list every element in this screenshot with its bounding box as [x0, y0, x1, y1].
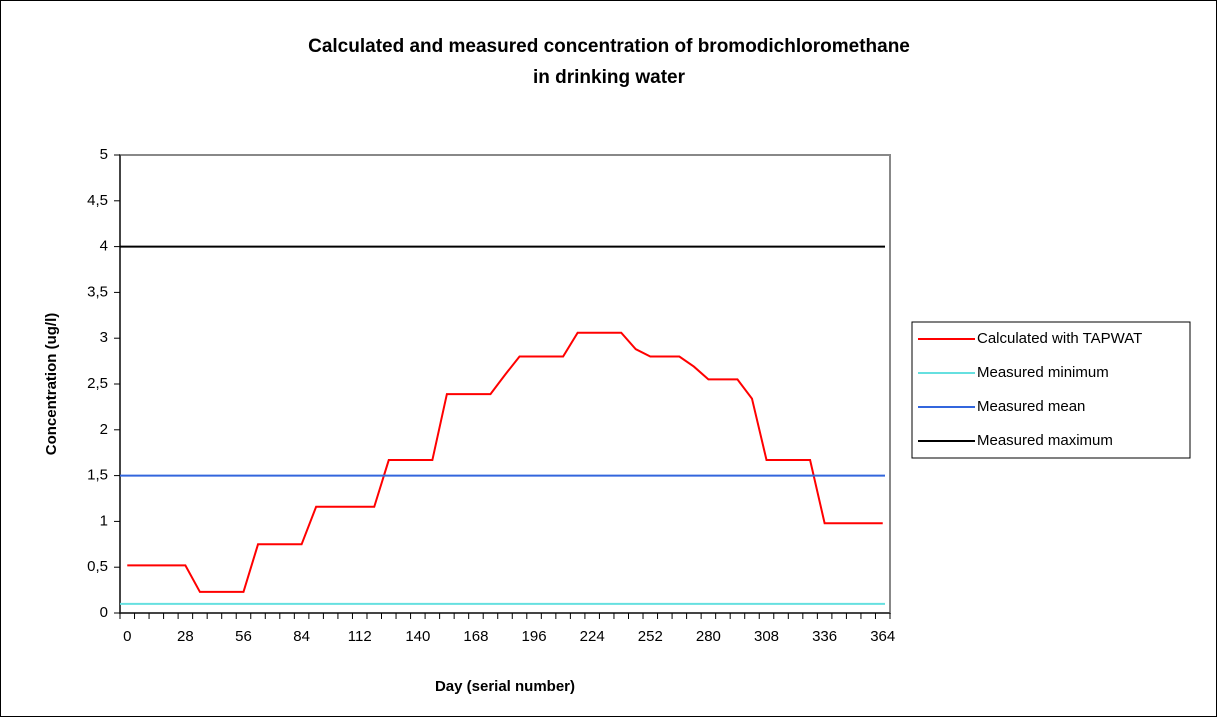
x-tick-label: 280: [696, 628, 721, 645]
y-tick-label: 5: [100, 146, 108, 163]
y-tick-label: 1: [100, 512, 108, 529]
x-tick-label: 308: [754, 628, 779, 645]
chart-title: Calculated and measured concentration of…: [308, 36, 910, 57]
legend-label: Measured maximum: [977, 432, 1113, 449]
x-tick-label: 84: [293, 628, 310, 645]
y-tick-label: 0: [100, 604, 108, 621]
y-tick-label: 3,5: [87, 283, 108, 300]
y-axis-title: Concentration (ug/l): [43, 313, 60, 456]
x-tick-label: 168: [463, 628, 488, 645]
x-tick-label: 28: [177, 628, 194, 645]
plot-area: [119, 154, 891, 614]
y-tick-label: 3: [100, 329, 108, 346]
legend-label: Measured mean: [977, 398, 1085, 415]
legend-label: Calculated with TAPWAT: [977, 330, 1142, 347]
x-tick-label: 196: [522, 628, 547, 645]
x-tick-label: 224: [580, 628, 605, 645]
x-tick-label: 252: [638, 628, 663, 645]
y-tick-label: 1,5: [87, 467, 108, 484]
series-line: [127, 331, 883, 593]
x-tick-label: 56: [235, 628, 252, 645]
y-tick-label: 4: [100, 238, 108, 255]
x-tick-label: 140: [405, 628, 430, 645]
x-tick-label: 0: [123, 628, 131, 645]
y-tick-label: 0,5: [87, 558, 108, 575]
y-tick-label: 4,5: [87, 192, 108, 209]
x-tick-label: 112: [348, 628, 372, 645]
x-tick-label: 336: [812, 628, 837, 645]
x-axis-title: Day (serial number): [435, 678, 575, 695]
y-tick-label: 2: [100, 421, 108, 438]
y-tick-label: 2,5: [87, 375, 108, 392]
chart-title: in drinking water: [533, 67, 686, 88]
x-tick-label: 364: [870, 628, 895, 645]
legend-label: Measured minimum: [977, 364, 1109, 381]
legend: [911, 321, 1191, 459]
